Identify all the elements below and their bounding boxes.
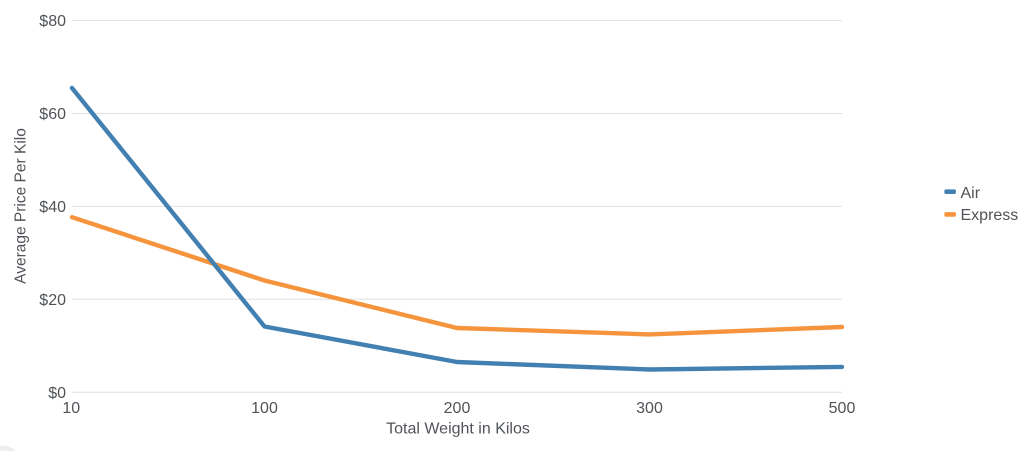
svg-text:$0: $0 — [48, 385, 66, 402]
svg-text:Air: Air — [961, 185, 981, 202]
svg-text:$80: $80 — [39, 13, 66, 30]
svg-text:$60: $60 — [39, 106, 66, 123]
svg-text:10: 10 — [62, 400, 80, 417]
svg-text:Total Weight in Kilos: Total Weight in Kilos — [386, 421, 530, 438]
svg-text:$40: $40 — [39, 199, 66, 216]
svg-text:100: 100 — [251, 400, 278, 417]
svg-text:500: 500 — [829, 400, 856, 417]
svg-text:300: 300 — [636, 400, 663, 417]
svg-text:Average Price Per Kilo: Average Price Per Kilo — [13, 128, 30, 284]
svg-text:$20: $20 — [39, 292, 66, 309]
svg-text:200: 200 — [444, 400, 471, 417]
svg-text:Express: Express — [961, 207, 1019, 224]
